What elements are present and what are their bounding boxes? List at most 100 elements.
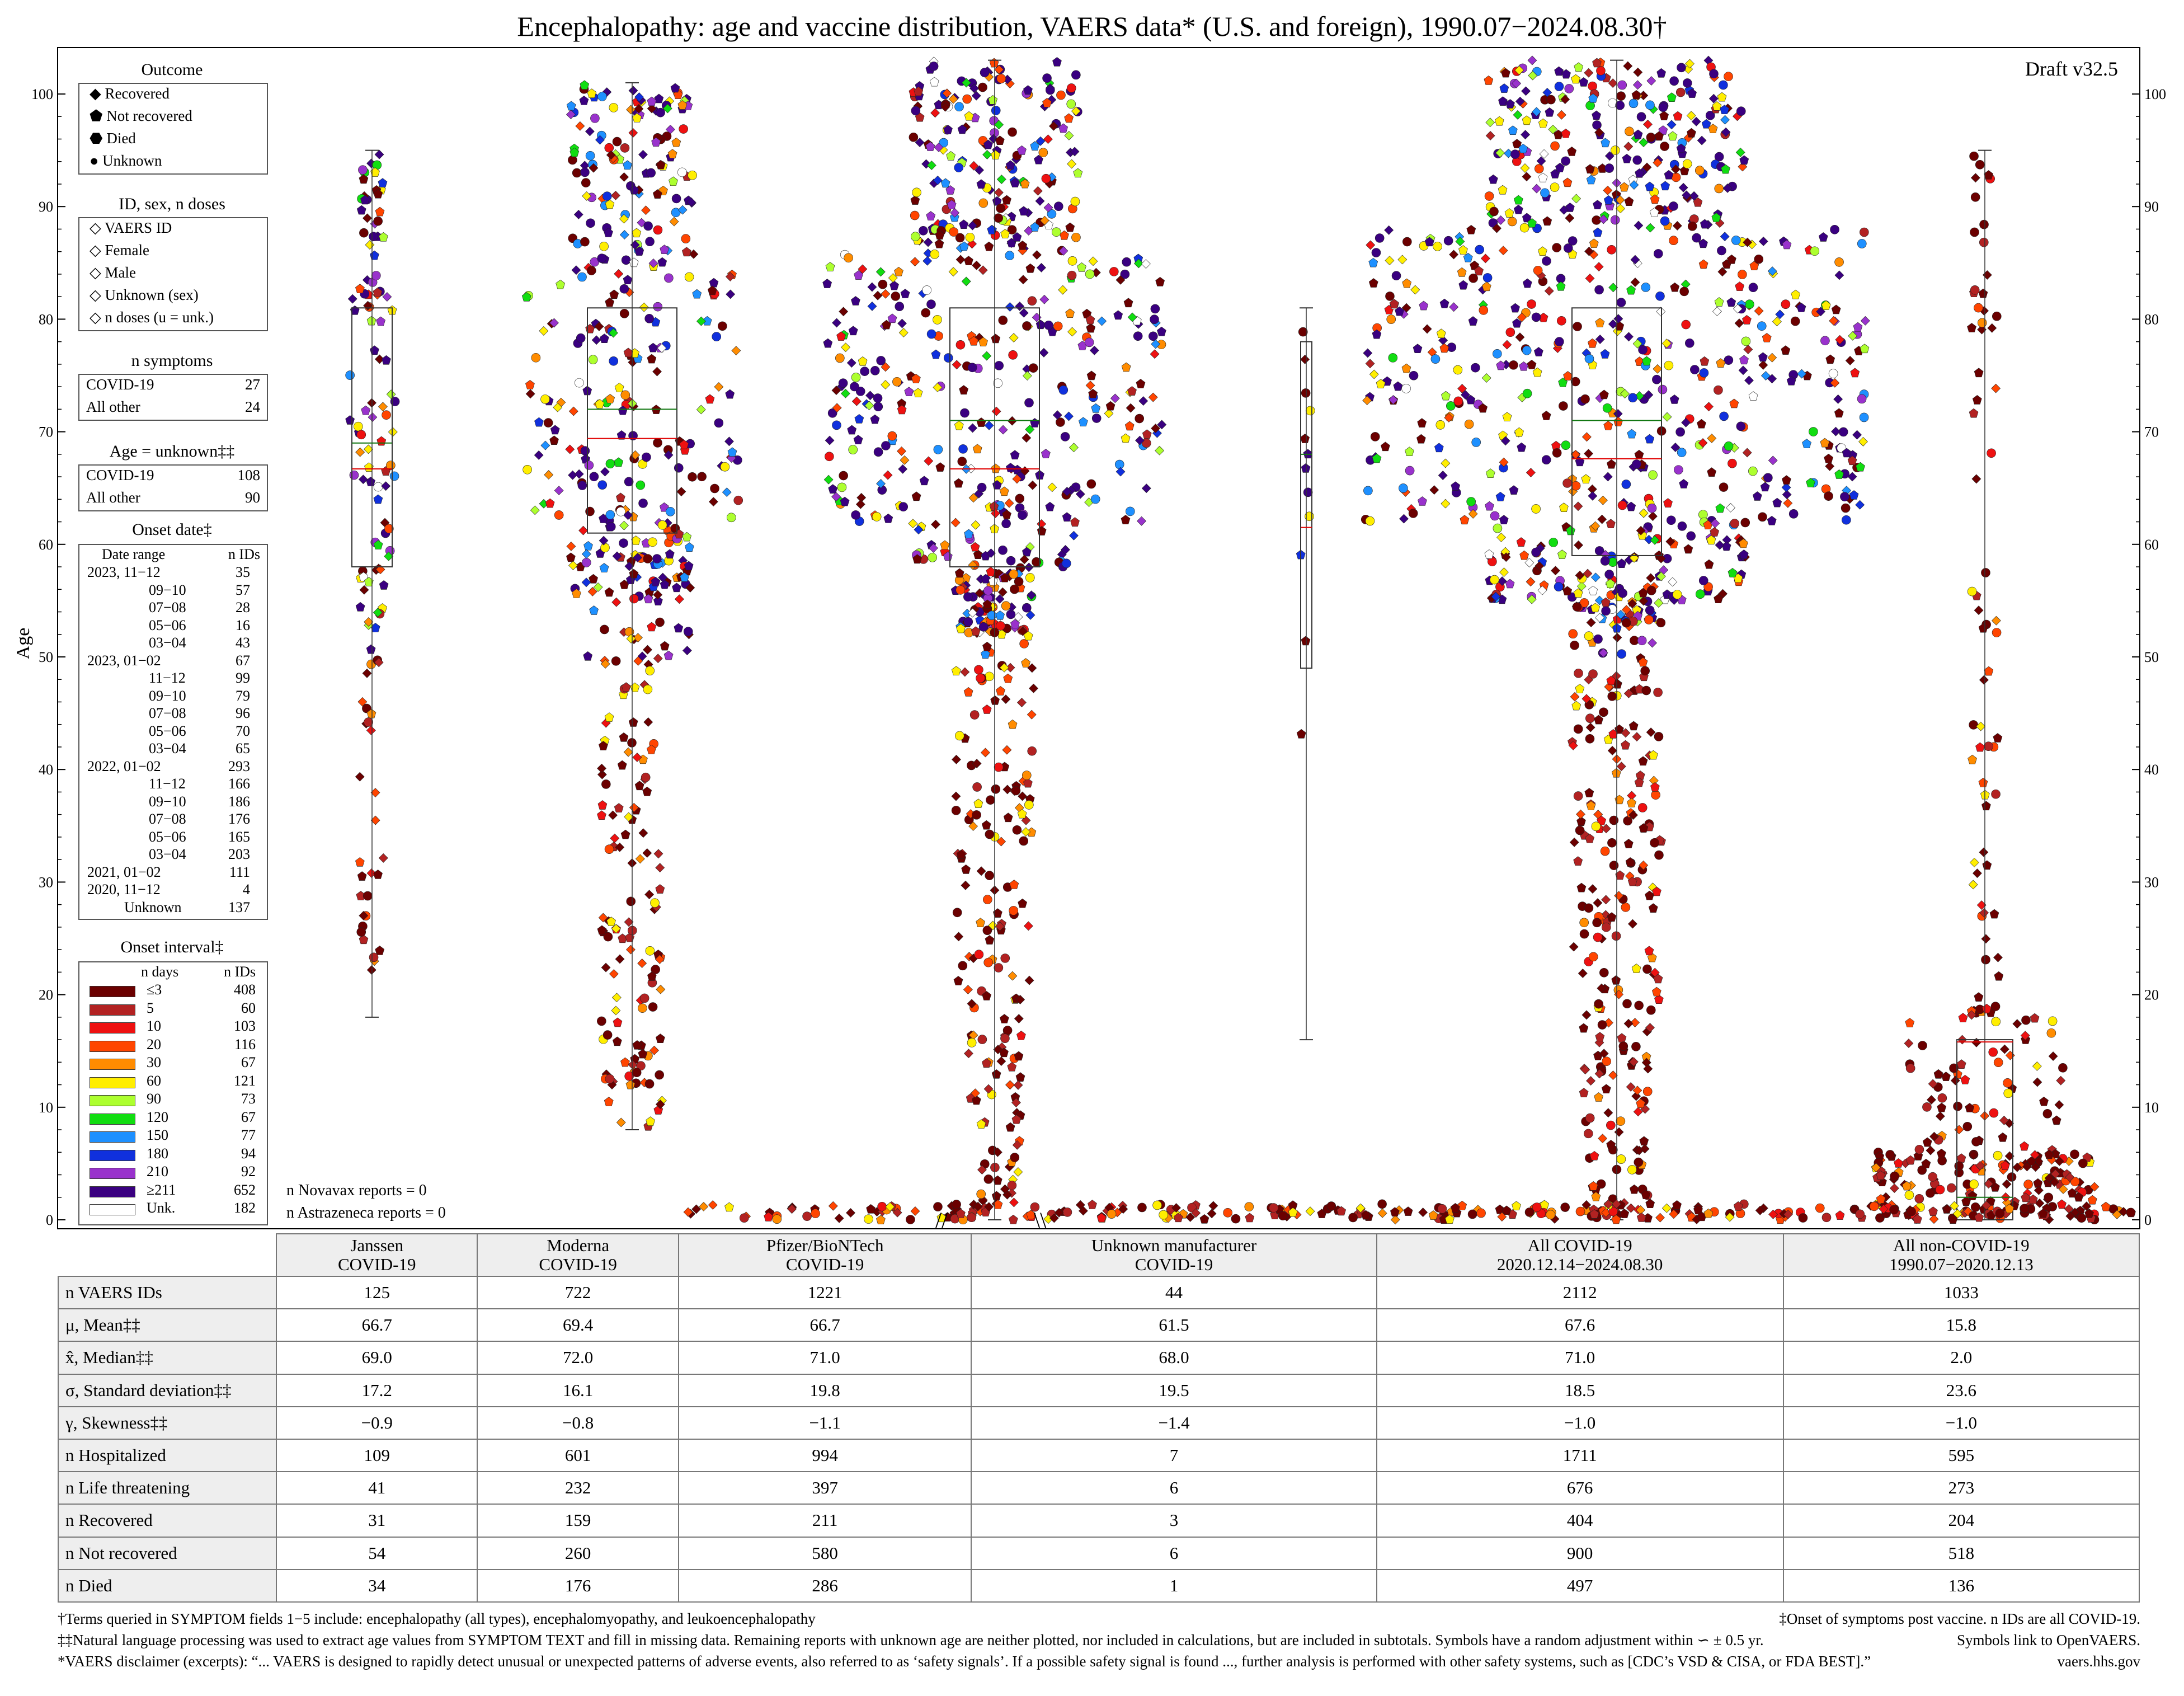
data-point bbox=[575, 121, 585, 131]
data-point bbox=[1693, 1205, 1703, 1215]
data-point bbox=[1571, 701, 1581, 711]
data-point bbox=[1064, 411, 1074, 421]
footnote-vaers-link[interactable]: vaers.hhs.gov bbox=[2057, 1653, 2140, 1670]
data-point bbox=[978, 198, 989, 208]
data-point bbox=[1646, 586, 1656, 595]
data-point bbox=[1815, 1203, 1825, 1213]
data-point bbox=[996, 1056, 1006, 1066]
data-point bbox=[1820, 336, 1830, 346]
data-point bbox=[585, 126, 595, 137]
data-point bbox=[2020, 1204, 2030, 1214]
data-point bbox=[1622, 999, 1632, 1009]
data-point bbox=[1512, 78, 1522, 88]
data-point bbox=[1588, 669, 1598, 679]
data-point bbox=[626, 105, 636, 115]
data-point bbox=[1648, 470, 1658, 480]
data-point bbox=[1494, 116, 1504, 126]
data-point bbox=[1070, 517, 1080, 527]
data-point bbox=[2034, 1185, 2044, 1195]
data-point bbox=[873, 402, 883, 412]
data-point bbox=[1970, 227, 1979, 237]
y-tick-label: 30 bbox=[2144, 874, 2159, 890]
data-point bbox=[1632, 155, 1642, 165]
data-point bbox=[1386, 314, 1396, 324]
data-point bbox=[1855, 500, 1865, 510]
data-point bbox=[1508, 125, 1518, 135]
data-point bbox=[589, 472, 599, 482]
data-point bbox=[714, 382, 724, 392]
data-point bbox=[1597, 815, 1607, 825]
data-point bbox=[722, 487, 732, 497]
data-point bbox=[1677, 522, 1687, 531]
data-point bbox=[1002, 509, 1011, 519]
data-point bbox=[1703, 582, 1713, 592]
data-point bbox=[1981, 1200, 1992, 1210]
data-point bbox=[1621, 728, 1631, 738]
data-point bbox=[1717, 246, 1726, 256]
data-point bbox=[1601, 138, 1610, 148]
row-label: n VAERS IDs bbox=[58, 1275, 277, 1310]
data-point bbox=[1685, 59, 1695, 69]
interval-swatch bbox=[90, 1149, 135, 1161]
data-point bbox=[1621, 480, 1631, 489]
data-point bbox=[956, 340, 966, 350]
data-point bbox=[611, 597, 622, 607]
data-point bbox=[1409, 370, 1419, 380]
data-point bbox=[1974, 605, 1984, 616]
data-point bbox=[1763, 473, 1773, 483]
data-point bbox=[1488, 174, 1498, 184]
data-point bbox=[1576, 816, 1586, 826]
data-point bbox=[986, 566, 996, 576]
data-point bbox=[1623, 1018, 1634, 1028]
data-point bbox=[1956, 1153, 1966, 1163]
id-legend-title: ID, sex, n doses bbox=[119, 195, 225, 213]
data-point bbox=[1016, 1030, 1026, 1040]
data-point bbox=[643, 594, 653, 604]
data-point bbox=[904, 387, 914, 396]
data-point bbox=[864, 1214, 873, 1224]
data-point bbox=[1638, 345, 1648, 355]
data-point bbox=[1715, 540, 1725, 550]
data-point bbox=[952, 754, 961, 764]
data-point bbox=[1607, 746, 1617, 755]
onset-row-n: 137 bbox=[228, 899, 250, 915]
data-point bbox=[971, 626, 981, 636]
data-point bbox=[1011, 786, 1021, 796]
data-point bbox=[1835, 1210, 1845, 1220]
data-point bbox=[573, 209, 583, 219]
data-point bbox=[1058, 123, 1069, 133]
data-point bbox=[699, 1201, 709, 1211]
data-point bbox=[1623, 688, 1634, 698]
data-point bbox=[1589, 1150, 1599, 1161]
data-point bbox=[1061, 558, 1071, 569]
data-point bbox=[1669, 201, 1678, 211]
data-point bbox=[1921, 1158, 1931, 1168]
data-point bbox=[653, 225, 663, 235]
data-point bbox=[366, 725, 376, 735]
data-point bbox=[828, 484, 838, 494]
box-iqr bbox=[949, 307, 1040, 568]
data-point bbox=[674, 594, 684, 604]
table-cell: 125 bbox=[275, 1275, 478, 1310]
data-point bbox=[1504, 208, 1514, 218]
data-point bbox=[1405, 447, 1414, 457]
data-point bbox=[594, 322, 604, 331]
table-cell: 176 bbox=[477, 1568, 679, 1603]
data-point bbox=[1965, 1103, 1975, 1112]
data-point bbox=[1021, 827, 1031, 837]
data-point bbox=[1565, 213, 1575, 223]
data-point bbox=[1075, 1200, 1085, 1210]
data-point bbox=[1150, 349, 1160, 359]
data-point bbox=[369, 232, 378, 242]
data-point bbox=[359, 572, 369, 581]
data-point bbox=[847, 425, 857, 435]
onset-row-range: 05−06 bbox=[149, 617, 186, 633]
data-point bbox=[855, 499, 865, 509]
data-point bbox=[1501, 552, 1511, 562]
data-point bbox=[885, 1202, 895, 1212]
data-point bbox=[1593, 227, 1603, 237]
data-point bbox=[1977, 318, 1987, 328]
data-point bbox=[1012, 1140, 1022, 1150]
data-point bbox=[1974, 303, 1983, 313]
data-point bbox=[1673, 111, 1683, 121]
